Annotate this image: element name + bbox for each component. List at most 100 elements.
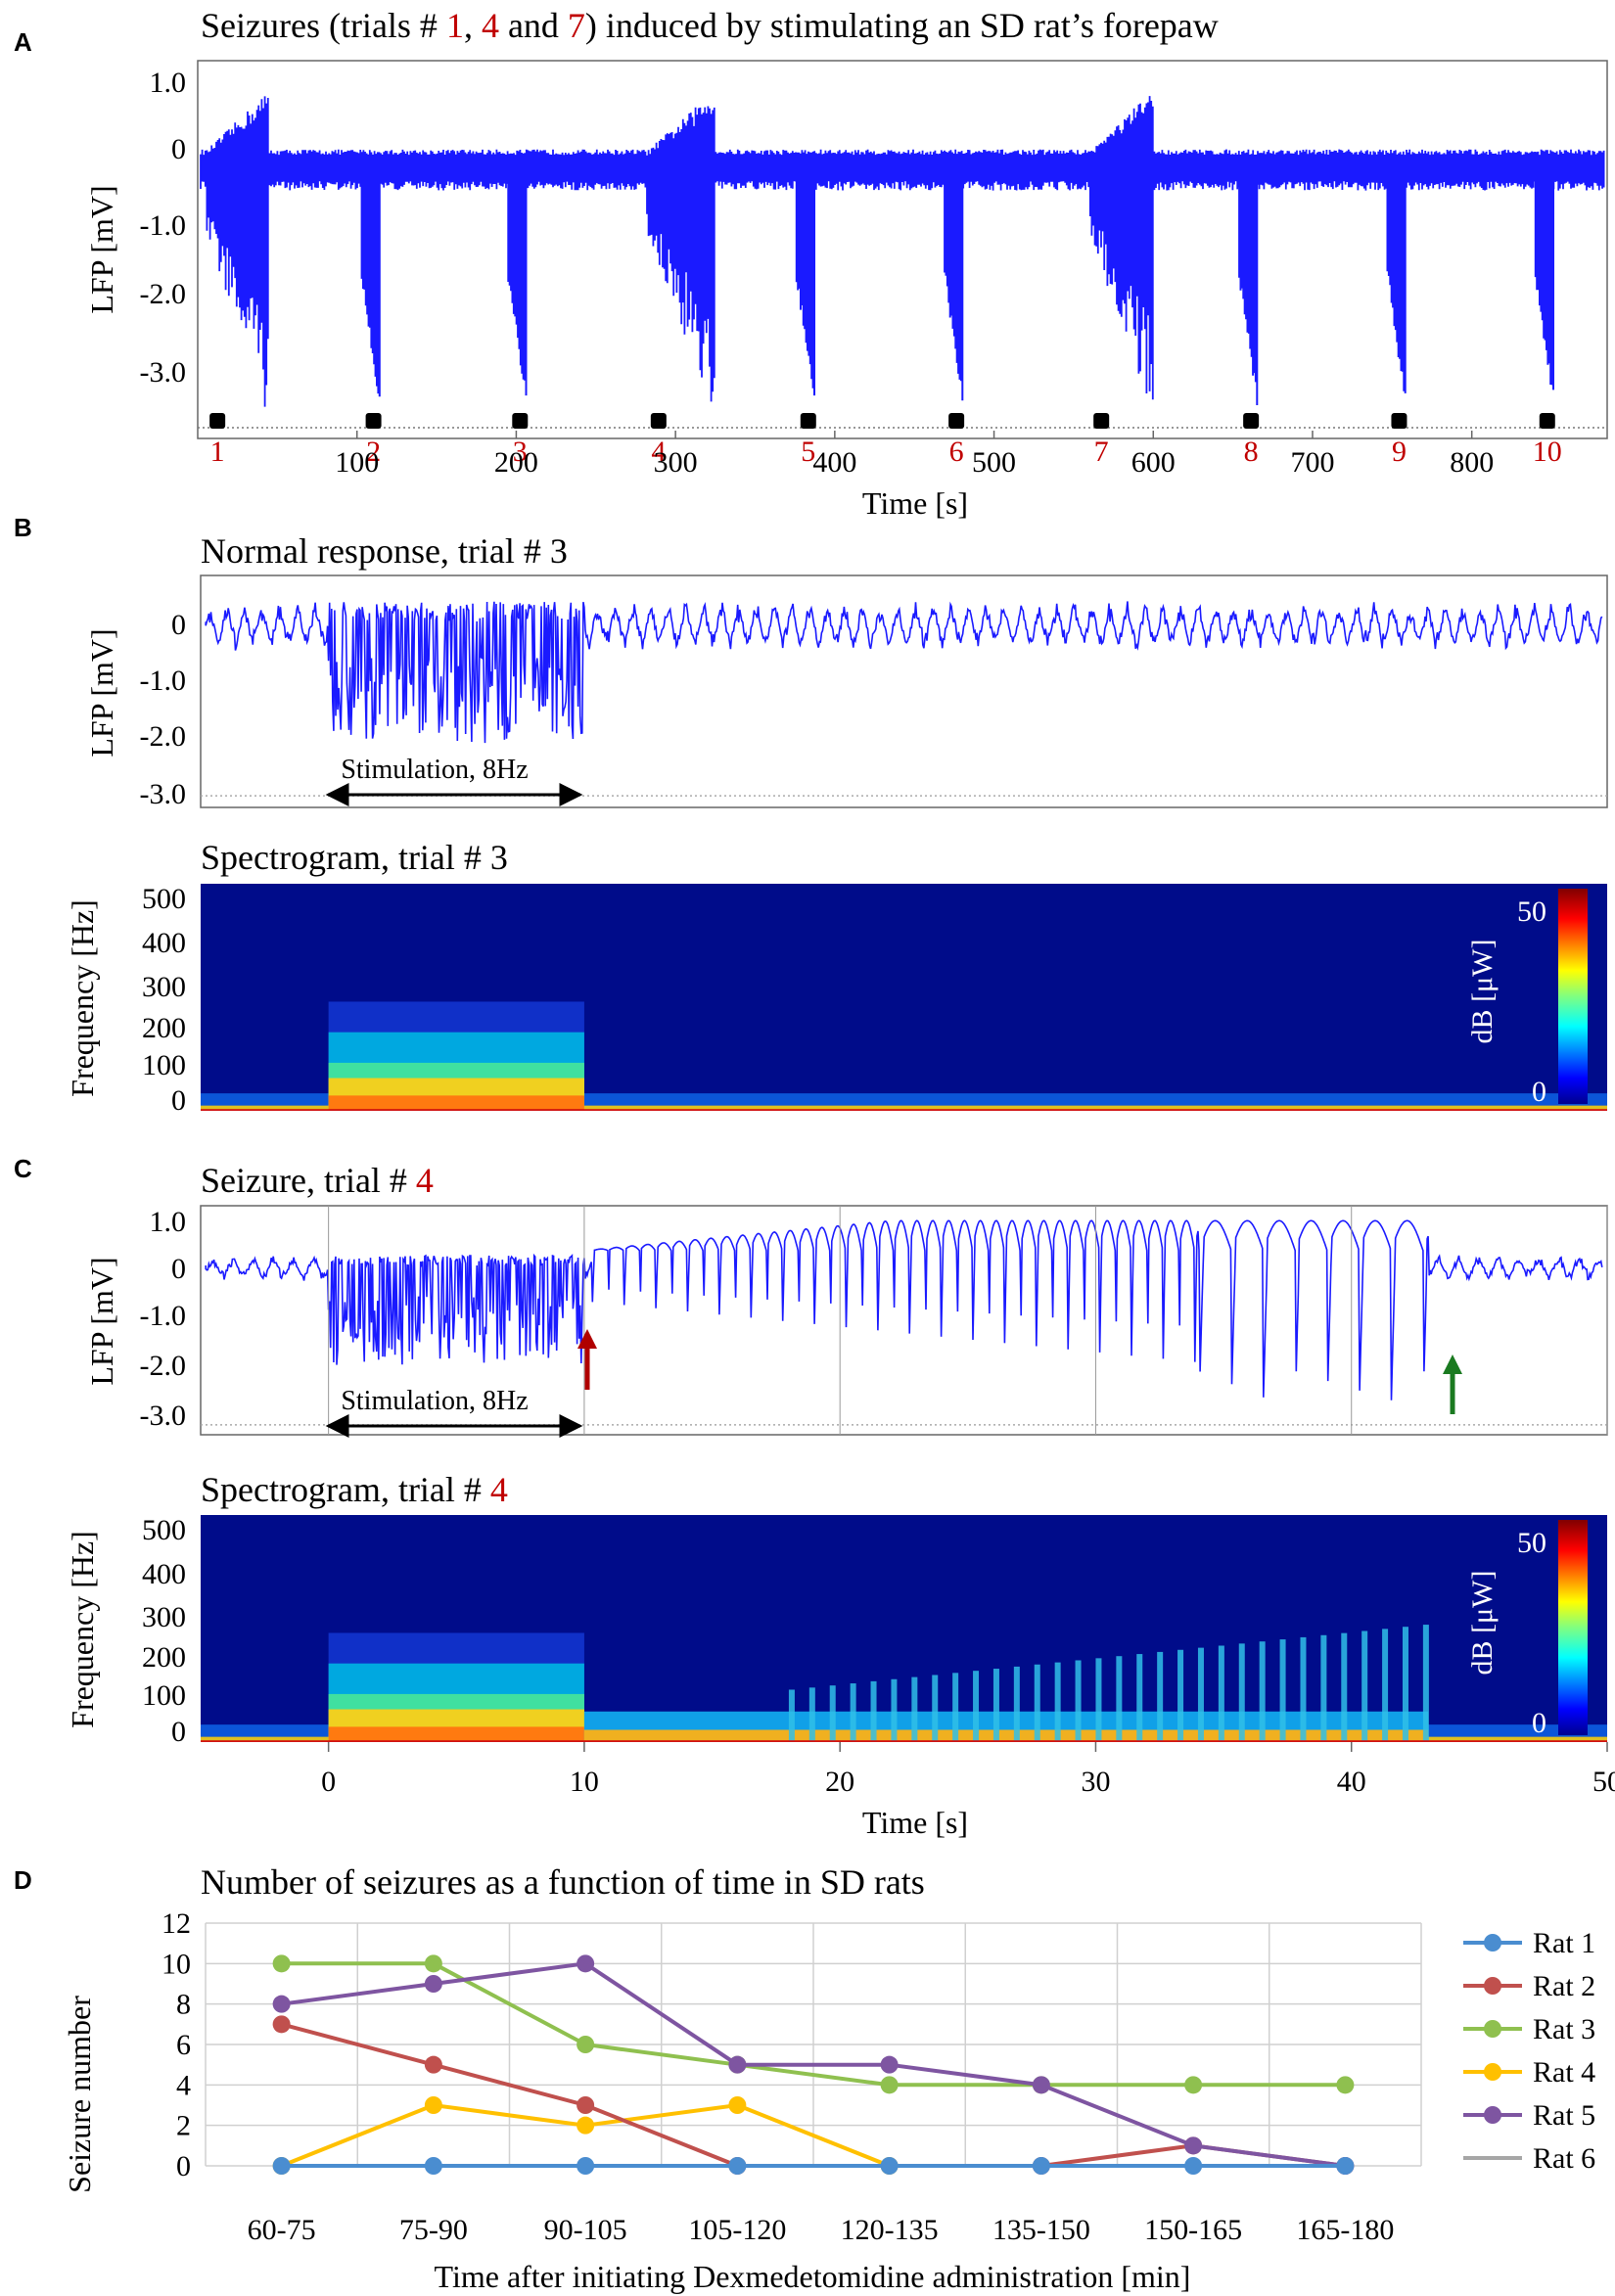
data-point — [1336, 2076, 1355, 2094]
panel-c-xtick-label: 40 — [1337, 1766, 1366, 1798]
panel-d-series — [272, 1954, 1355, 2175]
panel-b-lfp-trace — [201, 601, 1607, 797]
spectrogram-burst — [1402, 1627, 1408, 1742]
trial-response-spike — [1386, 159, 1407, 393]
panel-a-trial-markers: 1 2 3 4 5 6 7 8 9 10 — [209, 413, 1562, 468]
panel-b-spectrogram-title: Spectrogram, trial # 3 — [201, 838, 508, 877]
panel-b-colorbar: 50 0 dB [μW] — [1466, 889, 1588, 1108]
panel-a-y-axis-label: LFP [mV] — [84, 185, 119, 313]
trial-marker — [512, 413, 529, 430]
panel-d-ytick: 4 — [176, 2069, 191, 2101]
trial-marker — [650, 413, 667, 430]
panel-b-spec-ytick: 300 — [142, 971, 186, 1003]
trial-marker — [948, 413, 965, 430]
panel-c-x-axis-label: Time [s] — [862, 1805, 968, 1840]
panel-c-spec-ytick: 0 — [171, 1716, 186, 1748]
panel-b-ytick: -2.0 — [140, 720, 187, 753]
spectrogram-burst — [1095, 1658, 1102, 1742]
panel-c-xtick-label: 30 — [1081, 1766, 1110, 1798]
trial-response-spike — [1534, 159, 1554, 390]
data-point — [728, 2055, 747, 2074]
spectrogram-burst — [1422, 1625, 1429, 1742]
panel-b-stimulation-label: Stimulation, 8Hz — [341, 755, 528, 785]
panel-d-ytick: 2 — [176, 2110, 191, 2142]
panel-a-x-ticks: 100 200 300 400 500 600 700 800 — [335, 431, 1494, 479]
panel-a-xtick-label: 700 — [1290, 446, 1334, 479]
panel-d-legend: Rat 1 Rat 2 Rat 3 Rat 4 Rat 5 Rat 6 — [1463, 1927, 1595, 2175]
panel-d-y-ticks: 0 2 4 6 8 10 12 — [162, 1907, 191, 2182]
spectrogram-burst — [1197, 1647, 1204, 1742]
trial-marker — [1539, 413, 1555, 430]
panel-b-spec-ytick: 500 — [142, 883, 186, 915]
panel-c-lfp-trace — [201, 1206, 1608, 1435]
panel-c-colorbar: 50 0 dB [μW] — [1466, 1520, 1588, 1739]
data-point — [728, 2096, 747, 2114]
panel-d-gridlines — [205, 1922, 1422, 2167]
spectrogram-burst — [1320, 1634, 1327, 1742]
legend-entry: Rat 4 — [1533, 2056, 1595, 2089]
seizure-end-arrow — [1443, 1355, 1462, 1414]
panel-b-spectrogram-content — [201, 1001, 1607, 1111]
panel-b-spec-y-axis-label: Frequency [Hz] — [65, 899, 100, 1097]
colorbar-gradient — [1558, 889, 1588, 1104]
panel-a-lfp-trace — [198, 96, 1607, 429]
spectrogram-burst — [808, 1687, 815, 1742]
panel-a-xtick-label: 300 — [654, 446, 698, 479]
data-point — [577, 2096, 595, 2114]
data-point — [272, 2157, 291, 2175]
panel-a-xtick-label: 500 — [972, 446, 1016, 479]
spectrogram-burst — [1116, 1656, 1123, 1742]
panel-b: B Normal response, trial # 3 0 -1.0 -2.0… — [14, 513, 1608, 1117]
panel-d-x-ticks: 60-75 75-90 90-105 105-120 120-135 135-150 150… — [248, 2214, 1395, 2246]
panel-c-ytick: -1.0 — [140, 1300, 187, 1332]
panel-c-ytick: -3.0 — [140, 1400, 187, 1432]
trial-number-label: 5 — [801, 436, 815, 468]
spectrogram-burst — [1361, 1630, 1368, 1742]
panel-d-label: D — [14, 1865, 32, 1895]
panel-c-stimulation-label: Stimulation, 8Hz — [341, 1386, 528, 1416]
data-point — [1184, 2157, 1203, 2175]
panel-b-ytick: -3.0 — [140, 778, 187, 810]
spectrogram-burst — [1382, 1629, 1389, 1742]
lfp-trace-b — [205, 601, 1603, 744]
spectrogram-burst — [973, 1671, 980, 1742]
legend-entry: Rat 5 — [1533, 2099, 1595, 2132]
spectrogram-burst — [1238, 1643, 1245, 1742]
panel-c-spec-y-axis-label: Frequency [Hz] — [65, 1531, 100, 1728]
panel-d-xtick: 135-150 — [992, 2214, 1090, 2246]
legend-swatch-marker — [1484, 1977, 1501, 1995]
spectrogram-burst — [829, 1685, 836, 1742]
data-point — [577, 2116, 595, 2135]
spectrogram-band — [583, 1729, 1429, 1742]
legend-swatch-marker — [1484, 2063, 1501, 2081]
trial-marker — [365, 413, 382, 430]
panel-c-ytick: 0 — [171, 1253, 186, 1285]
panel-b-lfp-title: Normal response, trial # 3 — [201, 531, 568, 571]
panel-c-x-ticks: 0 10 20 30 40 50 — [321, 1742, 1615, 1798]
spectrogram-burst — [1259, 1641, 1266, 1742]
trial-number-label: 10 — [1533, 436, 1562, 468]
spectrogram-burst — [1218, 1645, 1224, 1742]
panel-d-ytick: 12 — [162, 1907, 191, 1940]
spectrogram-burst — [1300, 1636, 1307, 1742]
trial-response-spike — [944, 159, 964, 401]
data-point — [424, 2157, 442, 2175]
panel-c-spectrogram-content — [201, 1625, 1607, 1742]
panel-d-xtick: 75-90 — [399, 2214, 468, 2246]
data-point — [1184, 2076, 1203, 2094]
panel-c-spec-ytick: 300 — [142, 1601, 186, 1633]
panel-d-ytick: 10 — [162, 1948, 191, 1980]
data-point — [728, 2157, 747, 2175]
panel-d-ytick: 6 — [176, 2029, 191, 2061]
spectrogram-burst — [952, 1673, 959, 1742]
trial-number-label: 1 — [210, 436, 225, 468]
panel-d-ytick: 8 — [176, 1989, 191, 2021]
panel-d: D Number of seizures as a function of ti… — [14, 1862, 1595, 2294]
panel-c-spectrogram-title: Spectrogram, trial # 4 — [201, 1470, 508, 1509]
legend-swatch-marker — [1484, 1934, 1501, 1952]
panel-c-xtick-label: 20 — [825, 1766, 854, 1798]
spectrogram-burst — [870, 1680, 877, 1742]
colorbar-min-label: 0 — [1532, 1076, 1546, 1108]
panel-a-y-ticks: 1.0 0 -1.0 -2.0 -3.0 — [140, 67, 187, 389]
panel-d-xtick: 120-135 — [841, 2214, 939, 2246]
